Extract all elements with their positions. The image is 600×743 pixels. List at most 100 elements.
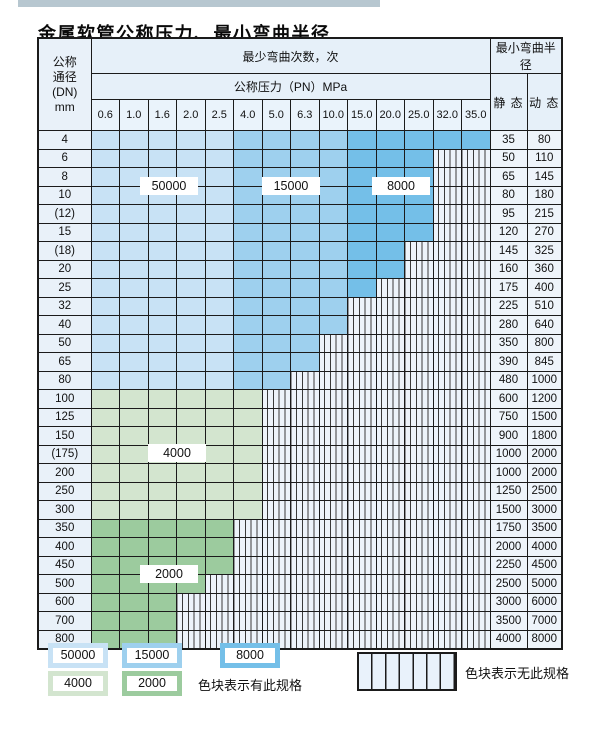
no-spec-cell <box>432 389 462 409</box>
spec-cell <box>290 315 320 335</box>
spec-cell <box>261 296 291 316</box>
no-spec-cell <box>461 315 491 335</box>
pressure-col-header: 2.0 <box>176 99 206 131</box>
legend-swatch-15000: 15000 <box>122 643 182 668</box>
dn-cell: 300 <box>37 500 92 520</box>
pressure-col-header: 25.0 <box>404 99 434 131</box>
no-spec-cell <box>318 352 348 372</box>
spec-cell <box>204 241 234 261</box>
no-spec-cell <box>432 333 462 353</box>
spec-cell <box>347 204 377 224</box>
spec-cell <box>233 389 263 409</box>
static-radius-cell: 4000 <box>489 629 528 649</box>
spec-cell <box>233 167 263 187</box>
spec-cell <box>347 241 377 261</box>
dn-cell: 100 <box>37 389 92 409</box>
spec-cell <box>119 278 149 298</box>
table-row: 6 50 110 <box>37 148 563 168</box>
no-spec-cell <box>461 426 491 446</box>
no-spec-cell <box>318 389 348 409</box>
no-spec-cell <box>347 481 377 501</box>
spec-cell <box>204 463 234 483</box>
spec-cell <box>290 278 320 298</box>
spec-cell <box>90 296 120 316</box>
dn-column-header: 公称 通径 (DN) mm <box>37 37 92 131</box>
static-radius-cell: 750 <box>489 407 528 427</box>
static-radius-cell: 160 <box>489 259 528 279</box>
no-spec-cell <box>375 278 405 298</box>
dynamic-radius-cell: 2000 <box>526 444 563 464</box>
table-row: 25 175 400 <box>37 278 563 298</box>
dynamic-radius-cell: 145 <box>526 167 563 187</box>
no-spec-cell <box>261 555 291 575</box>
no-spec-cell <box>432 537 462 557</box>
no-spec-cell <box>347 426 377 446</box>
spec-cell <box>233 222 263 242</box>
no-spec-cell <box>461 222 491 242</box>
no-spec-cell <box>375 518 405 538</box>
no-spec-cell <box>404 426 434 446</box>
no-spec-cell <box>233 574 263 594</box>
legend-swatch-8000: 8000 <box>220 643 280 668</box>
nominal-pressure-header: 公称压力（PN）MPa <box>90 73 491 100</box>
spec-cell <box>375 222 405 242</box>
no-spec-cell <box>375 333 405 353</box>
spec-cell <box>347 278 377 298</box>
spec-cell <box>204 500 234 520</box>
static-radius-cell: 1250 <box>489 481 528 501</box>
no-spec-cell <box>375 611 405 631</box>
no-spec-cell <box>375 555 405 575</box>
no-spec-cell <box>461 148 491 168</box>
spec-cell <box>233 185 263 205</box>
spec-cell <box>176 407 206 427</box>
no-spec-cell <box>432 426 462 446</box>
dynamic-radius-cell: 3500 <box>526 518 563 538</box>
dynamic-radius-cell: 510 <box>526 296 563 316</box>
spec-cell <box>147 259 177 279</box>
spec-cell <box>147 500 177 520</box>
static-radius-cell: 35 <box>489 130 528 150</box>
no-spec-cell <box>233 555 263 575</box>
spec-cell <box>119 259 149 279</box>
spec-cell <box>147 481 177 501</box>
spec-cell <box>404 148 434 168</box>
pressure-col-header: 4.0 <box>233 99 263 131</box>
no-spec-cell <box>261 518 291 538</box>
no-spec-cell <box>176 629 206 649</box>
no-spec-cell <box>261 574 291 594</box>
no-spec-cell <box>432 185 462 205</box>
no-spec-cell <box>461 444 491 464</box>
no-spec-cell <box>432 241 462 261</box>
spec-cell <box>375 204 405 224</box>
no-spec-cell <box>461 370 491 390</box>
region-label-4000: 4000 <box>148 444 206 462</box>
static-radius-cell: 1000 <box>489 463 528 483</box>
no-spec-cell <box>318 500 348 520</box>
no-spec-cell <box>347 537 377 557</box>
spec-cell <box>90 444 120 464</box>
dynamic-radius-cell: 6000 <box>526 592 563 612</box>
table-row: 150 900 1800 <box>37 426 563 446</box>
static-radius-cell: 1000 <box>489 444 528 464</box>
spec-cell <box>147 278 177 298</box>
no-spec-cell <box>375 389 405 409</box>
no-spec-cell <box>461 241 491 261</box>
static-radius-cell: 145 <box>489 241 528 261</box>
no-spec-cell <box>461 481 491 501</box>
static-radius-cell: 65 <box>489 167 528 187</box>
static-radius-cell: 3500 <box>489 611 528 631</box>
no-spec-cell <box>204 574 234 594</box>
no-spec-cell <box>404 389 434 409</box>
no-spec-cell <box>461 629 491 649</box>
legend-swatch-2000: 2000 <box>122 671 182 696</box>
spec-cell <box>176 500 206 520</box>
spec-cell <box>204 481 234 501</box>
dynamic-radius-cell: 2500 <box>526 481 563 501</box>
no-spec-cell <box>347 407 377 427</box>
no-spec-cell <box>347 574 377 594</box>
spec-cell <box>90 185 120 205</box>
no-spec-cell <box>347 333 377 353</box>
pressure-col-header: 10.0 <box>318 99 348 131</box>
spec-cell <box>318 222 348 242</box>
static-radius-cell: 1750 <box>489 518 528 538</box>
